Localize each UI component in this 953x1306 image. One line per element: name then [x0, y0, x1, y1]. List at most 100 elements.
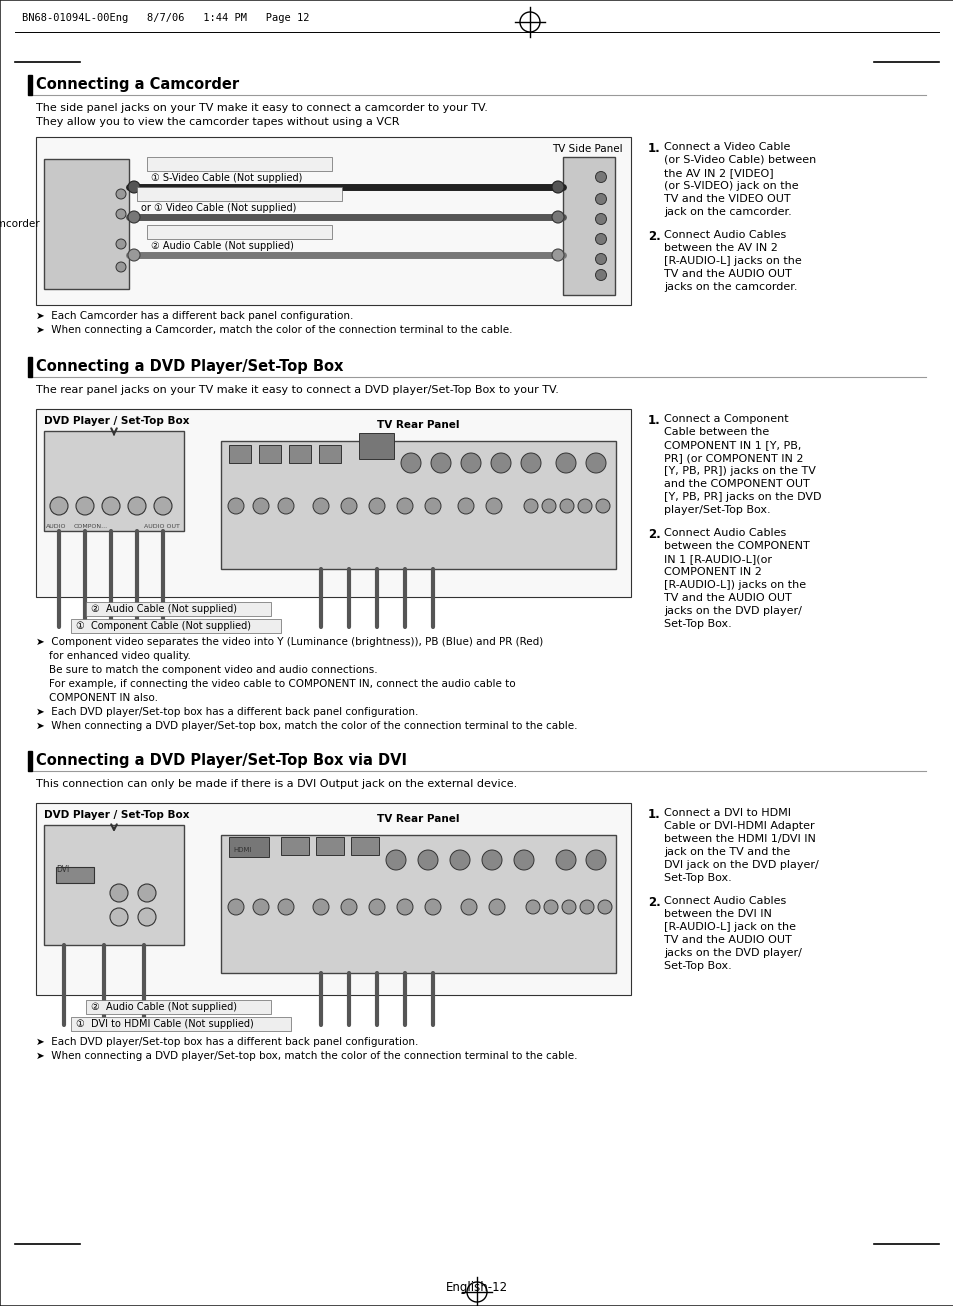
Bar — [221, 835, 616, 973]
Circle shape — [253, 899, 269, 916]
Circle shape — [595, 171, 606, 183]
Bar — [229, 837, 269, 857]
Circle shape — [138, 908, 156, 926]
Bar — [351, 837, 378, 855]
Text: [R-AUDIO-L] jacks on the: [R-AUDIO-L] jacks on the — [663, 256, 801, 266]
Circle shape — [460, 899, 476, 916]
Circle shape — [460, 453, 480, 473]
Text: jacks on the DVD player/: jacks on the DVD player/ — [663, 606, 801, 616]
Text: ②  Audio Cable (Not supplied): ② Audio Cable (Not supplied) — [91, 1002, 236, 1012]
Circle shape — [595, 234, 606, 244]
Text: The rear panel jacks on your TV make it easy to connect a DVD player/Set-Top Box: The rear panel jacks on your TV make it … — [36, 385, 558, 394]
Circle shape — [313, 899, 329, 916]
Bar — [28, 751, 32, 771]
Text: ➤  Each Camcorder has a different back panel configuration.: ➤ Each Camcorder has a different back pa… — [36, 311, 353, 321]
Text: Connect a Component: Connect a Component — [663, 414, 788, 424]
Bar — [358, 434, 394, 458]
Circle shape — [578, 499, 592, 513]
Text: between the HDMI 1/DVI IN: between the HDMI 1/DVI IN — [663, 835, 815, 844]
Text: The side panel jacks on your TV make it easy to connect a camcorder to your TV.: The side panel jacks on your TV make it … — [36, 103, 487, 114]
Bar — [44, 159, 129, 289]
Text: They allow you to view the camcorder tapes without using a VCR: They allow you to view the camcorder tap… — [36, 118, 399, 127]
Text: player/Set-Top Box.: player/Set-Top Box. — [663, 505, 770, 515]
Text: TV and the AUDIO OUT: TV and the AUDIO OUT — [663, 593, 791, 603]
Circle shape — [396, 899, 413, 916]
Text: ➤  Component video separates the video into Y (Luminance (brightness)), PB (Blue: ➤ Component video separates the video in… — [36, 637, 542, 646]
Circle shape — [585, 453, 605, 473]
Circle shape — [596, 499, 609, 513]
Text: for enhanced video quality.: for enhanced video quality. — [36, 650, 191, 661]
Circle shape — [116, 209, 126, 219]
Circle shape — [585, 850, 605, 870]
Text: [Y, PB, PR]) jacks on the TV: [Y, PB, PR]) jacks on the TV — [663, 466, 815, 475]
Text: Set-Top Box.: Set-Top Box. — [663, 872, 731, 883]
Text: 2.: 2. — [647, 528, 660, 541]
Circle shape — [277, 498, 294, 515]
Bar — [315, 837, 344, 855]
Text: Connect Audio Cables: Connect Audio Cables — [663, 230, 785, 240]
Text: COMPONENT IN also.: COMPONENT IN also. — [36, 693, 158, 703]
Text: Be sure to match the component video and audio connections.: Be sure to match the component video and… — [36, 665, 377, 675]
Text: between the COMPONENT: between the COMPONENT — [663, 541, 809, 551]
Text: and the COMPONENT OUT: and the COMPONENT OUT — [663, 479, 809, 488]
Circle shape — [595, 193, 606, 205]
Text: 2.: 2. — [647, 230, 660, 243]
Bar — [71, 1017, 291, 1030]
Circle shape — [556, 850, 576, 870]
Text: or ① Video Cable (Not supplied): or ① Video Cable (Not supplied) — [141, 202, 296, 213]
Text: COMPON...: COMPON... — [74, 524, 108, 529]
Text: TV and the AUDIO OUT: TV and the AUDIO OUT — [663, 935, 791, 946]
Text: ①  DVI to HDMI Cable (Not supplied): ① DVI to HDMI Cable (Not supplied) — [76, 1019, 253, 1029]
Circle shape — [116, 189, 126, 199]
Circle shape — [552, 182, 563, 193]
Text: 2.: 2. — [647, 896, 660, 909]
Circle shape — [369, 899, 385, 916]
Circle shape — [116, 263, 126, 272]
Text: DVD Player / Set-Top Box: DVD Player / Set-Top Box — [44, 810, 190, 820]
Bar — [28, 357, 32, 377]
Circle shape — [228, 899, 244, 916]
Circle shape — [110, 884, 128, 902]
Bar — [36, 409, 630, 597]
Circle shape — [369, 498, 385, 515]
Circle shape — [424, 498, 440, 515]
Text: Connect a Video Cable: Connect a Video Cable — [663, 142, 789, 151]
Circle shape — [253, 498, 269, 515]
Circle shape — [552, 249, 563, 261]
Text: jacks on the DVD player/: jacks on the DVD player/ — [663, 948, 801, 959]
Text: Connect Audio Cables: Connect Audio Cables — [663, 528, 785, 538]
Circle shape — [598, 900, 612, 914]
Circle shape — [396, 498, 413, 515]
Text: TV and the AUDIO OUT: TV and the AUDIO OUT — [663, 269, 791, 279]
Text: (or S-Video Cable) between: (or S-Video Cable) between — [663, 155, 816, 165]
Circle shape — [561, 900, 576, 914]
Text: ➤  Each DVD player/Set-top box has a different back panel configuration.: ➤ Each DVD player/Set-top box has a diff… — [36, 1037, 418, 1047]
Text: between the DVI IN: between the DVI IN — [663, 909, 771, 919]
Text: 1.: 1. — [647, 414, 660, 427]
Circle shape — [128, 498, 146, 515]
Circle shape — [116, 239, 126, 249]
Text: [R-AUDIO-L]) jacks on the: [R-AUDIO-L]) jacks on the — [663, 580, 805, 590]
Circle shape — [525, 900, 539, 914]
Text: DVI: DVI — [56, 866, 70, 875]
Circle shape — [277, 899, 294, 916]
Bar — [281, 837, 309, 855]
Circle shape — [579, 900, 594, 914]
Text: jack on the TV and the: jack on the TV and the — [663, 848, 789, 857]
Text: Connecting a DVD Player/Set-Top Box via DVI: Connecting a DVD Player/Set-Top Box via … — [36, 754, 407, 768]
Circle shape — [520, 453, 540, 473]
Circle shape — [489, 899, 504, 916]
Text: TV Rear Panel: TV Rear Panel — [376, 421, 459, 430]
Text: TV Rear Panel: TV Rear Panel — [376, 814, 459, 824]
Circle shape — [50, 498, 68, 515]
Text: BN68-01094L-00Eng   8/7/06   1:44 PM   Page 12: BN68-01094L-00Eng 8/7/06 1:44 PM Page 12 — [22, 13, 309, 24]
Circle shape — [76, 498, 94, 515]
Text: DVI jack on the DVD player/: DVI jack on the DVD player/ — [663, 859, 818, 870]
Circle shape — [313, 498, 329, 515]
Text: Connect Audio Cables: Connect Audio Cables — [663, 896, 785, 906]
Bar — [229, 445, 251, 464]
Bar — [221, 441, 616, 569]
Text: between the AV IN 2: between the AV IN 2 — [663, 243, 777, 253]
Text: Camcorder: Camcorder — [0, 219, 40, 229]
Text: Set-Top Box.: Set-Top Box. — [663, 961, 731, 970]
